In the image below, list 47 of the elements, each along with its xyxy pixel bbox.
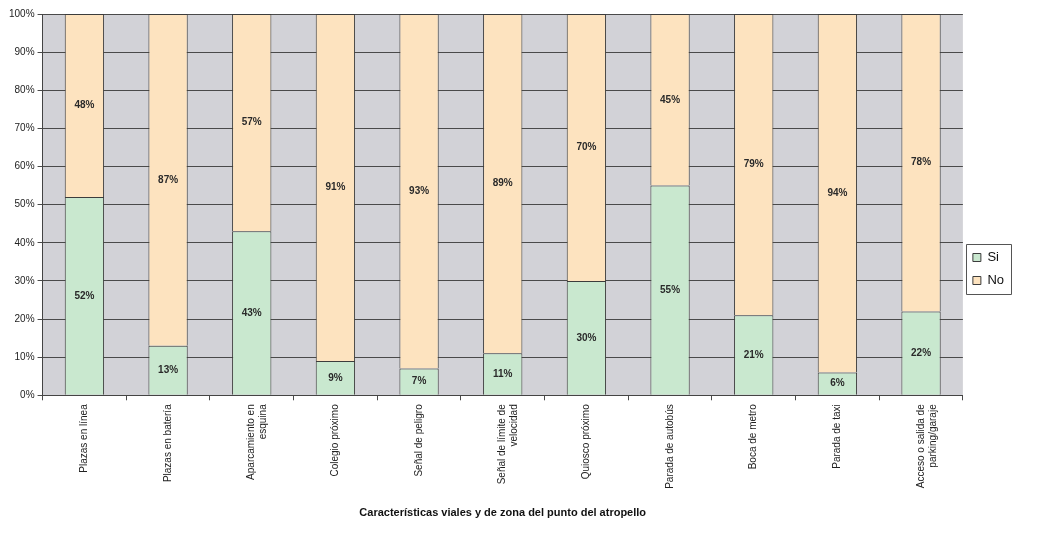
y-tick-label: 50% xyxy=(14,198,35,210)
data-label: 30% xyxy=(576,331,597,343)
data-label: 6% xyxy=(830,377,845,389)
data-label: 79% xyxy=(743,158,764,170)
data-label: 9% xyxy=(328,371,343,383)
x-tick-label: Parada de autobús xyxy=(663,404,675,489)
x-tick-label: Colegio próximo xyxy=(329,403,341,477)
y-tick-label: 20% xyxy=(14,312,35,324)
data-label: 57% xyxy=(241,116,262,128)
y-tick-label: 70% xyxy=(14,122,35,134)
data-label: 45% xyxy=(660,93,681,105)
legend-label: Si xyxy=(987,249,1000,265)
y-tick-label: 80% xyxy=(14,84,35,96)
x-tick-label: Señal de límite de velocidad xyxy=(496,403,520,485)
data-label: 78% xyxy=(911,156,932,168)
data-label: 87% xyxy=(158,173,179,185)
data-label: 91% xyxy=(325,181,346,193)
y-tick-label: 40% xyxy=(14,236,35,248)
x-tick-label: Plazas en línea xyxy=(78,403,90,473)
data-label: 52% xyxy=(74,289,95,301)
data-label: 93% xyxy=(409,185,430,197)
data-label: 7% xyxy=(411,375,427,387)
y-tick-label: 0% xyxy=(20,389,35,401)
data-label: 48% xyxy=(74,99,95,111)
data-label: 43% xyxy=(241,306,262,318)
legend-label: No xyxy=(987,272,1005,288)
y-tick-label: 60% xyxy=(14,160,35,172)
y-tick-label: 10% xyxy=(14,350,35,362)
x-tick-label: Parada de taxi xyxy=(831,404,843,469)
y-tick-label: 90% xyxy=(14,45,35,57)
y-tick-label: 30% xyxy=(14,274,35,286)
data-label: 55% xyxy=(660,283,681,295)
x-tick-label: Plazas en batería xyxy=(161,403,173,483)
data-label: 11% xyxy=(492,367,513,379)
x-tick-label: Señal de peligro xyxy=(412,403,424,477)
x-tick-label: Boca de metro xyxy=(747,403,759,470)
x-axis-title: Características viales y de zona del punto del atropello xyxy=(359,506,647,519)
x-tick-label: Quiosco próximo xyxy=(580,403,592,480)
x-tick-label: Acceso o salida de parking/garaje xyxy=(914,403,938,489)
x-tick-label: Aparcamiento en esquina xyxy=(245,403,269,480)
data-label: 70% xyxy=(576,141,597,153)
data-label: 94% xyxy=(827,186,848,198)
data-label: 13% xyxy=(158,364,179,375)
data-label: 21% xyxy=(743,348,764,360)
data-label: 22% xyxy=(911,346,932,358)
data-label: 89% xyxy=(492,177,513,189)
y-tick-label: 100% xyxy=(9,7,35,19)
